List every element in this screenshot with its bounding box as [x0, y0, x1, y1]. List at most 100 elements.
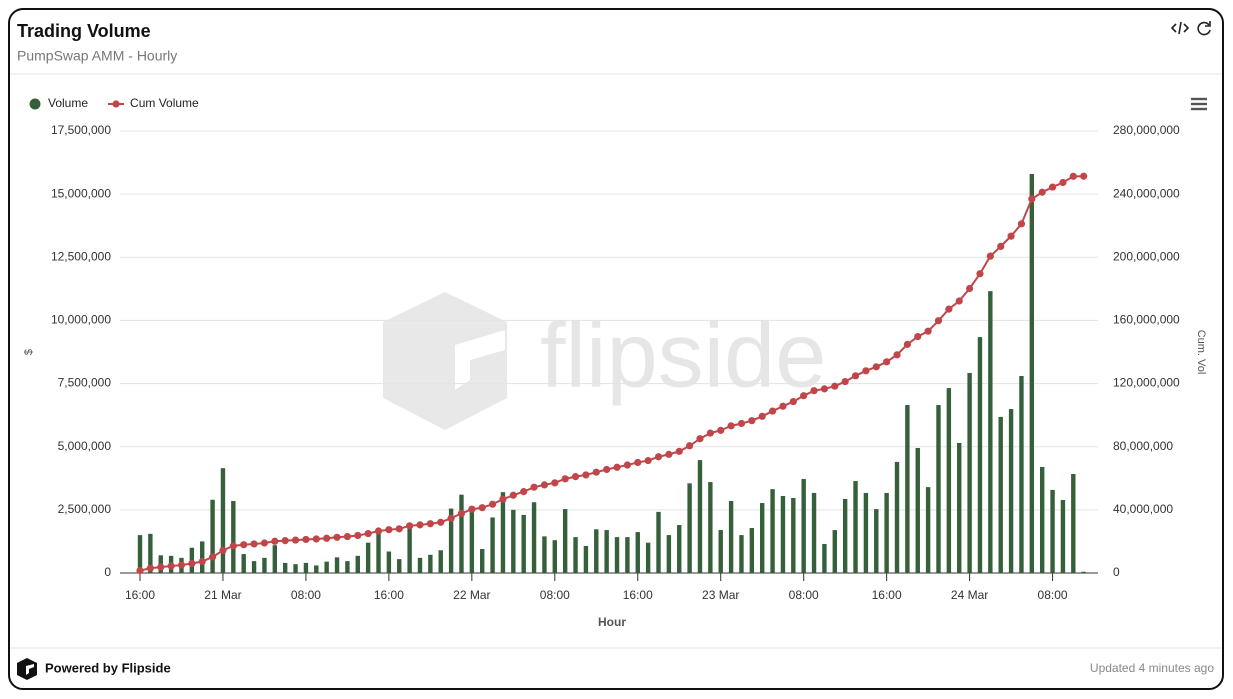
- bar: [884, 492, 889, 573]
- line-point: [841, 377, 849, 386]
- bar: [770, 489, 775, 573]
- line-point: [499, 495, 507, 503]
- line-point: [188, 559, 196, 568]
- menu-icon[interactable]: [1191, 97, 1207, 111]
- line-point: [1048, 183, 1057, 191]
- bar: [324, 561, 329, 573]
- legend-label[interactable]: Cum Volume: [130, 96, 199, 110]
- flipside-logo: [17, 658, 37, 680]
- line-point: [271, 537, 279, 545]
- bar: [801, 479, 806, 573]
- bar: [459, 494, 464, 573]
- line-point: [260, 539, 269, 547]
- line-point: [374, 527, 383, 535]
- bar: [677, 525, 682, 573]
- legend-label[interactable]: Volume: [48, 96, 88, 110]
- bar: [863, 492, 869, 573]
- line-point: [582, 471, 590, 479]
- line-point: [727, 422, 735, 430]
- y2-tick-label: 200,000,000: [1113, 249, 1180, 263]
- bar: [365, 542, 371, 573]
- bar: [448, 508, 454, 573]
- line-point: [198, 557, 206, 566]
- bar: [1081, 571, 1086, 573]
- line-point: [1017, 220, 1026, 228]
- line-point: [426, 520, 434, 528]
- y2-tick-label: 120,000,000: [1113, 376, 1180, 390]
- line-point: [893, 351, 901, 359]
- line-point: [748, 417, 756, 425]
- bar: [314, 565, 319, 573]
- bar: [345, 561, 350, 573]
- x-tick-label: 21 Mar: [204, 588, 241, 602]
- y-axis-title: $: [23, 349, 35, 355]
- x-tick-label: 16:00: [872, 588, 902, 602]
- line-point: [323, 534, 331, 542]
- bar: [386, 551, 392, 573]
- line-point: [457, 509, 466, 517]
- bar: [303, 562, 309, 573]
- bar: [220, 468, 226, 573]
- y-tick-label: 5,000,000: [58, 439, 112, 453]
- bar: [687, 483, 692, 573]
- bar: [583, 545, 589, 573]
- line-point: [333, 533, 341, 541]
- bar: [480, 549, 485, 573]
- line-point: [281, 537, 289, 545]
- line-point: [406, 522, 414, 530]
- y-tick-label: 7,500,000: [58, 376, 112, 390]
- y-tick-label: 0: [104, 565, 111, 579]
- bar: [905, 405, 910, 573]
- refresh-icon[interactable]: [1197, 21, 1211, 36]
- x-tick-label: 22 Mar: [453, 588, 490, 602]
- x-axis-title: Hour: [598, 615, 626, 629]
- bar: [604, 530, 609, 573]
- line-point: [208, 553, 217, 561]
- line-point: [229, 542, 237, 550]
- line-point: [997, 242, 1005, 250]
- bar: [656, 511, 661, 573]
- bar: [728, 501, 734, 573]
- line-point: [592, 468, 600, 476]
- line-point: [488, 500, 497, 508]
- y-tick-label: 2,500,000: [58, 502, 112, 516]
- x-tick-label: 08:00: [540, 588, 570, 602]
- line-point: [571, 473, 580, 481]
- line-point: [613, 463, 621, 471]
- bar: [614, 537, 620, 573]
- bar: [262, 557, 267, 573]
- line-point: [623, 461, 631, 469]
- bar: [853, 481, 858, 573]
- line-point: [603, 465, 611, 474]
- line-point: [250, 540, 258, 548]
- bar: [210, 499, 215, 573]
- line-point: [945, 305, 953, 313]
- line-point: [136, 567, 144, 575]
- line-point: [758, 412, 766, 420]
- bar: [946, 388, 952, 573]
- line-point: [302, 535, 310, 544]
- bar: [241, 554, 246, 573]
- line-point: [696, 435, 704, 443]
- line-point: [737, 419, 746, 428]
- x-tick-label: 24 Mar: [951, 588, 988, 602]
- line-point: [1080, 172, 1088, 180]
- line-point: [509, 491, 517, 499]
- y2-axis-title: Cum. Vol: [1195, 330, 1207, 375]
- bar: [1071, 473, 1076, 573]
- line-point: [789, 397, 797, 406]
- line-point: [146, 564, 154, 572]
- line-point: [240, 541, 248, 549]
- line-point: [800, 392, 808, 400]
- bar: [988, 291, 993, 573]
- line-point: [291, 536, 300, 544]
- bar: [511, 509, 516, 573]
- embed-icon[interactable]: [1170, 21, 1190, 35]
- x-tick-label: 16:00: [125, 588, 155, 602]
- bar: [760, 503, 765, 573]
- chart-title: Trading Volume: [17, 21, 151, 41]
- line-point: [447, 514, 455, 522]
- line-point: [883, 358, 891, 366]
